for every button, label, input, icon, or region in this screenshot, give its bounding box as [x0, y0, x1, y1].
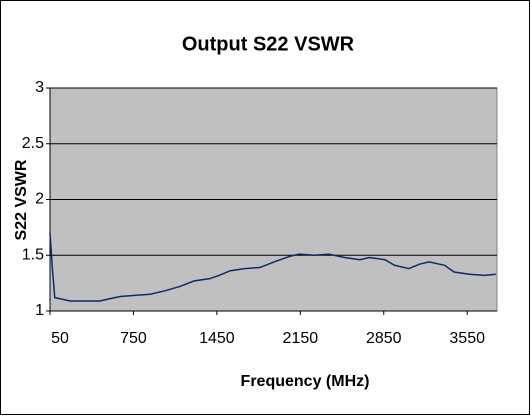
x-tick-label: 3550	[449, 330, 485, 347]
x-tick-label: 1450	[199, 330, 235, 347]
x-tick-label: 750	[120, 330, 147, 347]
y-tick-label: 2.5	[22, 135, 44, 152]
x-axis-title: Frequency (MHz)	[241, 373, 370, 390]
data-line	[49, 232, 496, 302]
x-tick-label: 2150	[283, 330, 319, 347]
x-tick-label: 50	[51, 330, 69, 347]
y-tick-label: 1	[35, 302, 44, 319]
y-tick-label: 3	[35, 79, 44, 96]
x-tick-label: 2850	[366, 330, 402, 347]
chart-title: Output S22 VSWR	[182, 33, 355, 55]
y-axis-title: S22 VSWR	[13, 159, 30, 240]
y-tick-label: 1.5	[22, 246, 44, 263]
y-tick-label: 2	[35, 191, 44, 208]
